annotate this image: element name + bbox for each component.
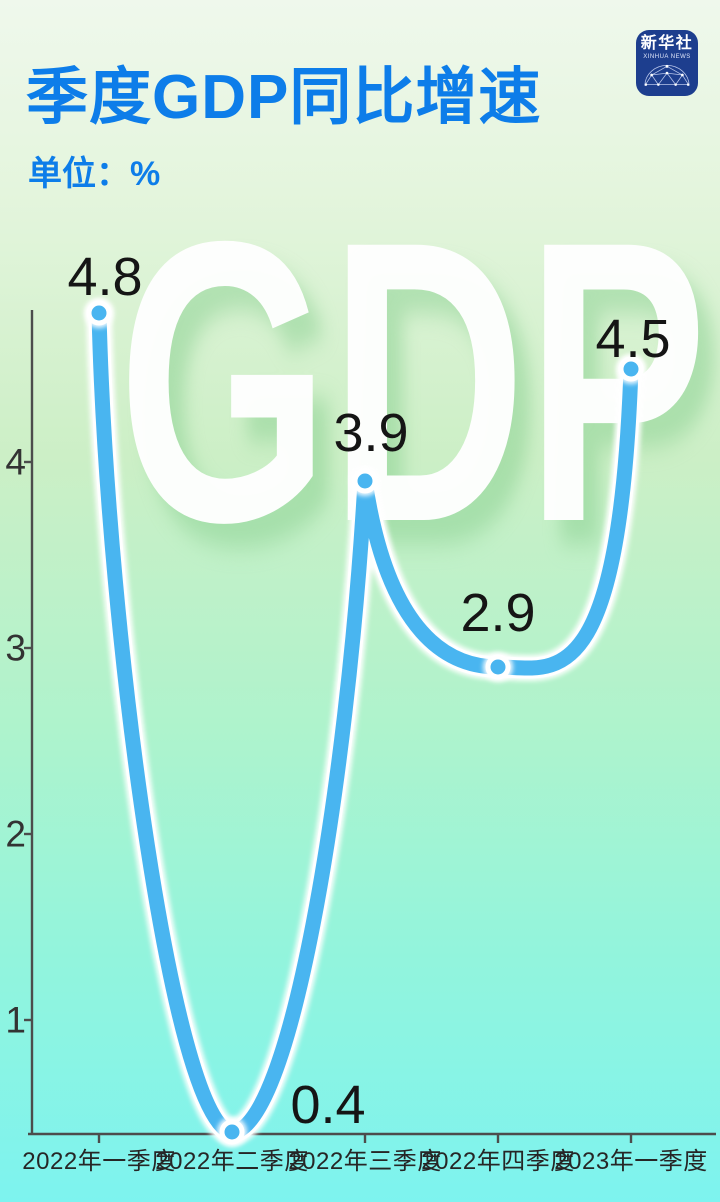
data-point-marker bbox=[86, 300, 112, 326]
data-point-marker bbox=[352, 468, 378, 494]
gdp-line bbox=[91, 305, 639, 1140]
logo-name-en: XINHUA NEWS bbox=[643, 54, 691, 60]
page-title: 季度GDP同比增速 bbox=[26, 63, 542, 132]
logo-name-cn: 新华社 bbox=[640, 35, 694, 52]
xinhua-logo: 新华社 XINHUA NEWS bbox=[636, 30, 698, 96]
globe-network-icon bbox=[644, 64, 690, 86]
data-point-marker bbox=[485, 654, 511, 680]
data-point-marker bbox=[618, 356, 644, 382]
data-markers bbox=[84, 298, 646, 1147]
data-point-marker bbox=[219, 1119, 245, 1145]
unit-label: 单位：% bbox=[28, 155, 161, 193]
